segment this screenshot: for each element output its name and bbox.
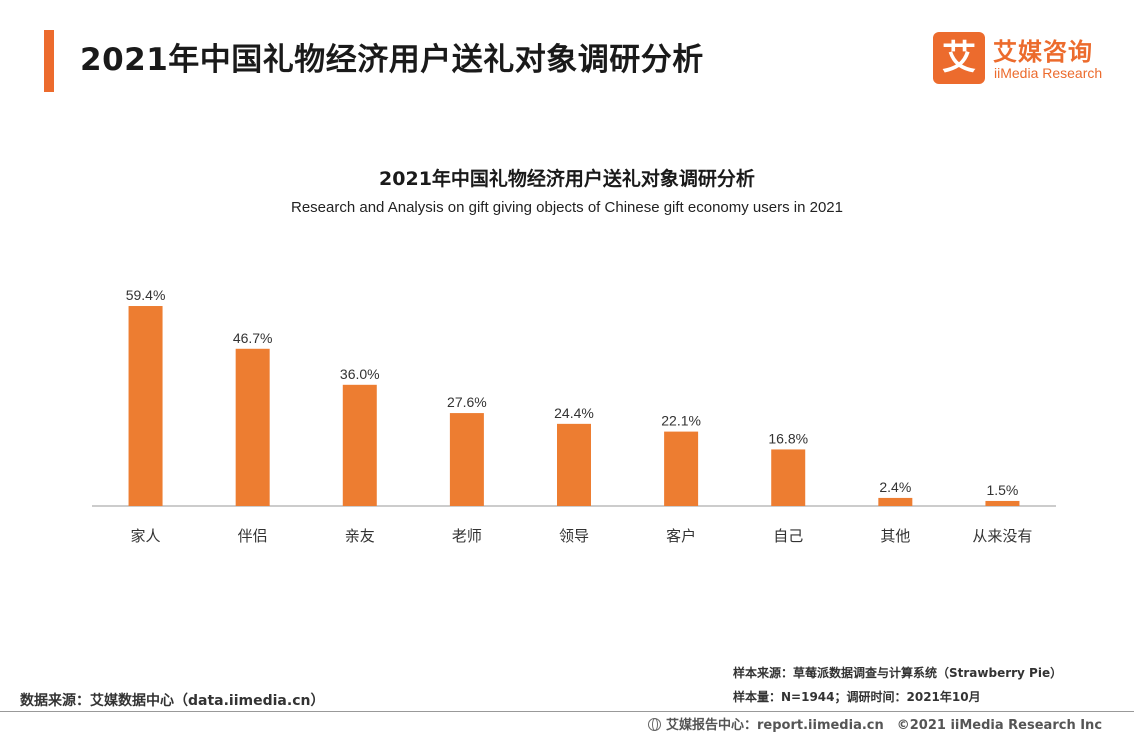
sample-size: 样本量：N=1944；调研时间：2021年10月 bbox=[733, 690, 981, 704]
chart-subtitle: Research and Analysis on gift giving obj… bbox=[291, 199, 843, 216]
category-label-3: 老师 bbox=[452, 527, 482, 545]
bar-5 bbox=[664, 431, 699, 506]
data-label-1: 46.7% bbox=[233, 330, 273, 346]
iimedia-logo: 艾 艾媒咨询 iiMedia Research bbox=[933, 32, 1123, 86]
category-label-4: 领导 bbox=[559, 527, 589, 545]
logo-mark: 艾 bbox=[933, 32, 985, 84]
sample-source: 样本来源：草莓派数据调查与计算系统（Strawberry Pie） bbox=[733, 666, 1063, 680]
bar-4 bbox=[557, 423, 591, 506]
category-label-8: 从来没有 bbox=[972, 527, 1032, 545]
data-source: 数据来源：艾媒数据中心（data.iimedia.cn） bbox=[20, 693, 325, 709]
data-label-4: 24.4% bbox=[554, 405, 594, 421]
bar-3 bbox=[449, 413, 484, 506]
category-label-7: 其他 bbox=[880, 527, 910, 545]
footer-divider bbox=[0, 711, 1134, 712]
logo-name-cn: 艾媒咨询 bbox=[993, 38, 1093, 66]
report-center: 艾媒报告中心：report.iimedia.cn ©2021 iiMedia R… bbox=[648, 714, 1102, 733]
data-label-2: 36.0% bbox=[340, 366, 380, 382]
category-label-5: 客户 bbox=[666, 527, 696, 545]
category-label-2: 亲友 bbox=[345, 527, 375, 545]
category-label-6: 自己 bbox=[773, 527, 803, 545]
chart-title: 2021年中国礼物经济用户送礼对象调研分析 bbox=[379, 168, 755, 190]
data-label-5: 22.1% bbox=[661, 413, 701, 429]
data-label-8: 1.5% bbox=[986, 482, 1018, 498]
bar-7 bbox=[878, 497, 913, 506]
globe-icon bbox=[648, 718, 661, 731]
data-label-6: 16.8% bbox=[768, 430, 808, 446]
bar-2 bbox=[342, 384, 377, 506]
page-title: 2021年中国礼物经济用户送礼对象调研分析 bbox=[80, 42, 704, 78]
report-center-text: 艾媒报告中心：report.iimedia.cn ©2021 iiMedia R… bbox=[666, 718, 1103, 733]
bar-6 bbox=[771, 449, 806, 506]
data-label-3: 27.6% bbox=[447, 394, 487, 410]
logo-name-en: iiMedia Research bbox=[994, 65, 1103, 81]
data-label-0: 59.4% bbox=[126, 287, 166, 303]
title-accent-bar bbox=[44, 30, 54, 92]
bar-0 bbox=[128, 306, 163, 506]
category-label-0: 家人 bbox=[131, 527, 161, 545]
bar-1 bbox=[235, 348, 270, 506]
bar-chart: 59.4% 家人 46.7% 伴侣 36.0% 亲友 27.6% 老师 24.4% 领导 22.1%… bbox=[92, 287, 1056, 545]
category-label-1: 伴侣 bbox=[238, 527, 268, 545]
data-label-7: 2.4% bbox=[879, 479, 911, 495]
bar-8 bbox=[985, 500, 1020, 506]
